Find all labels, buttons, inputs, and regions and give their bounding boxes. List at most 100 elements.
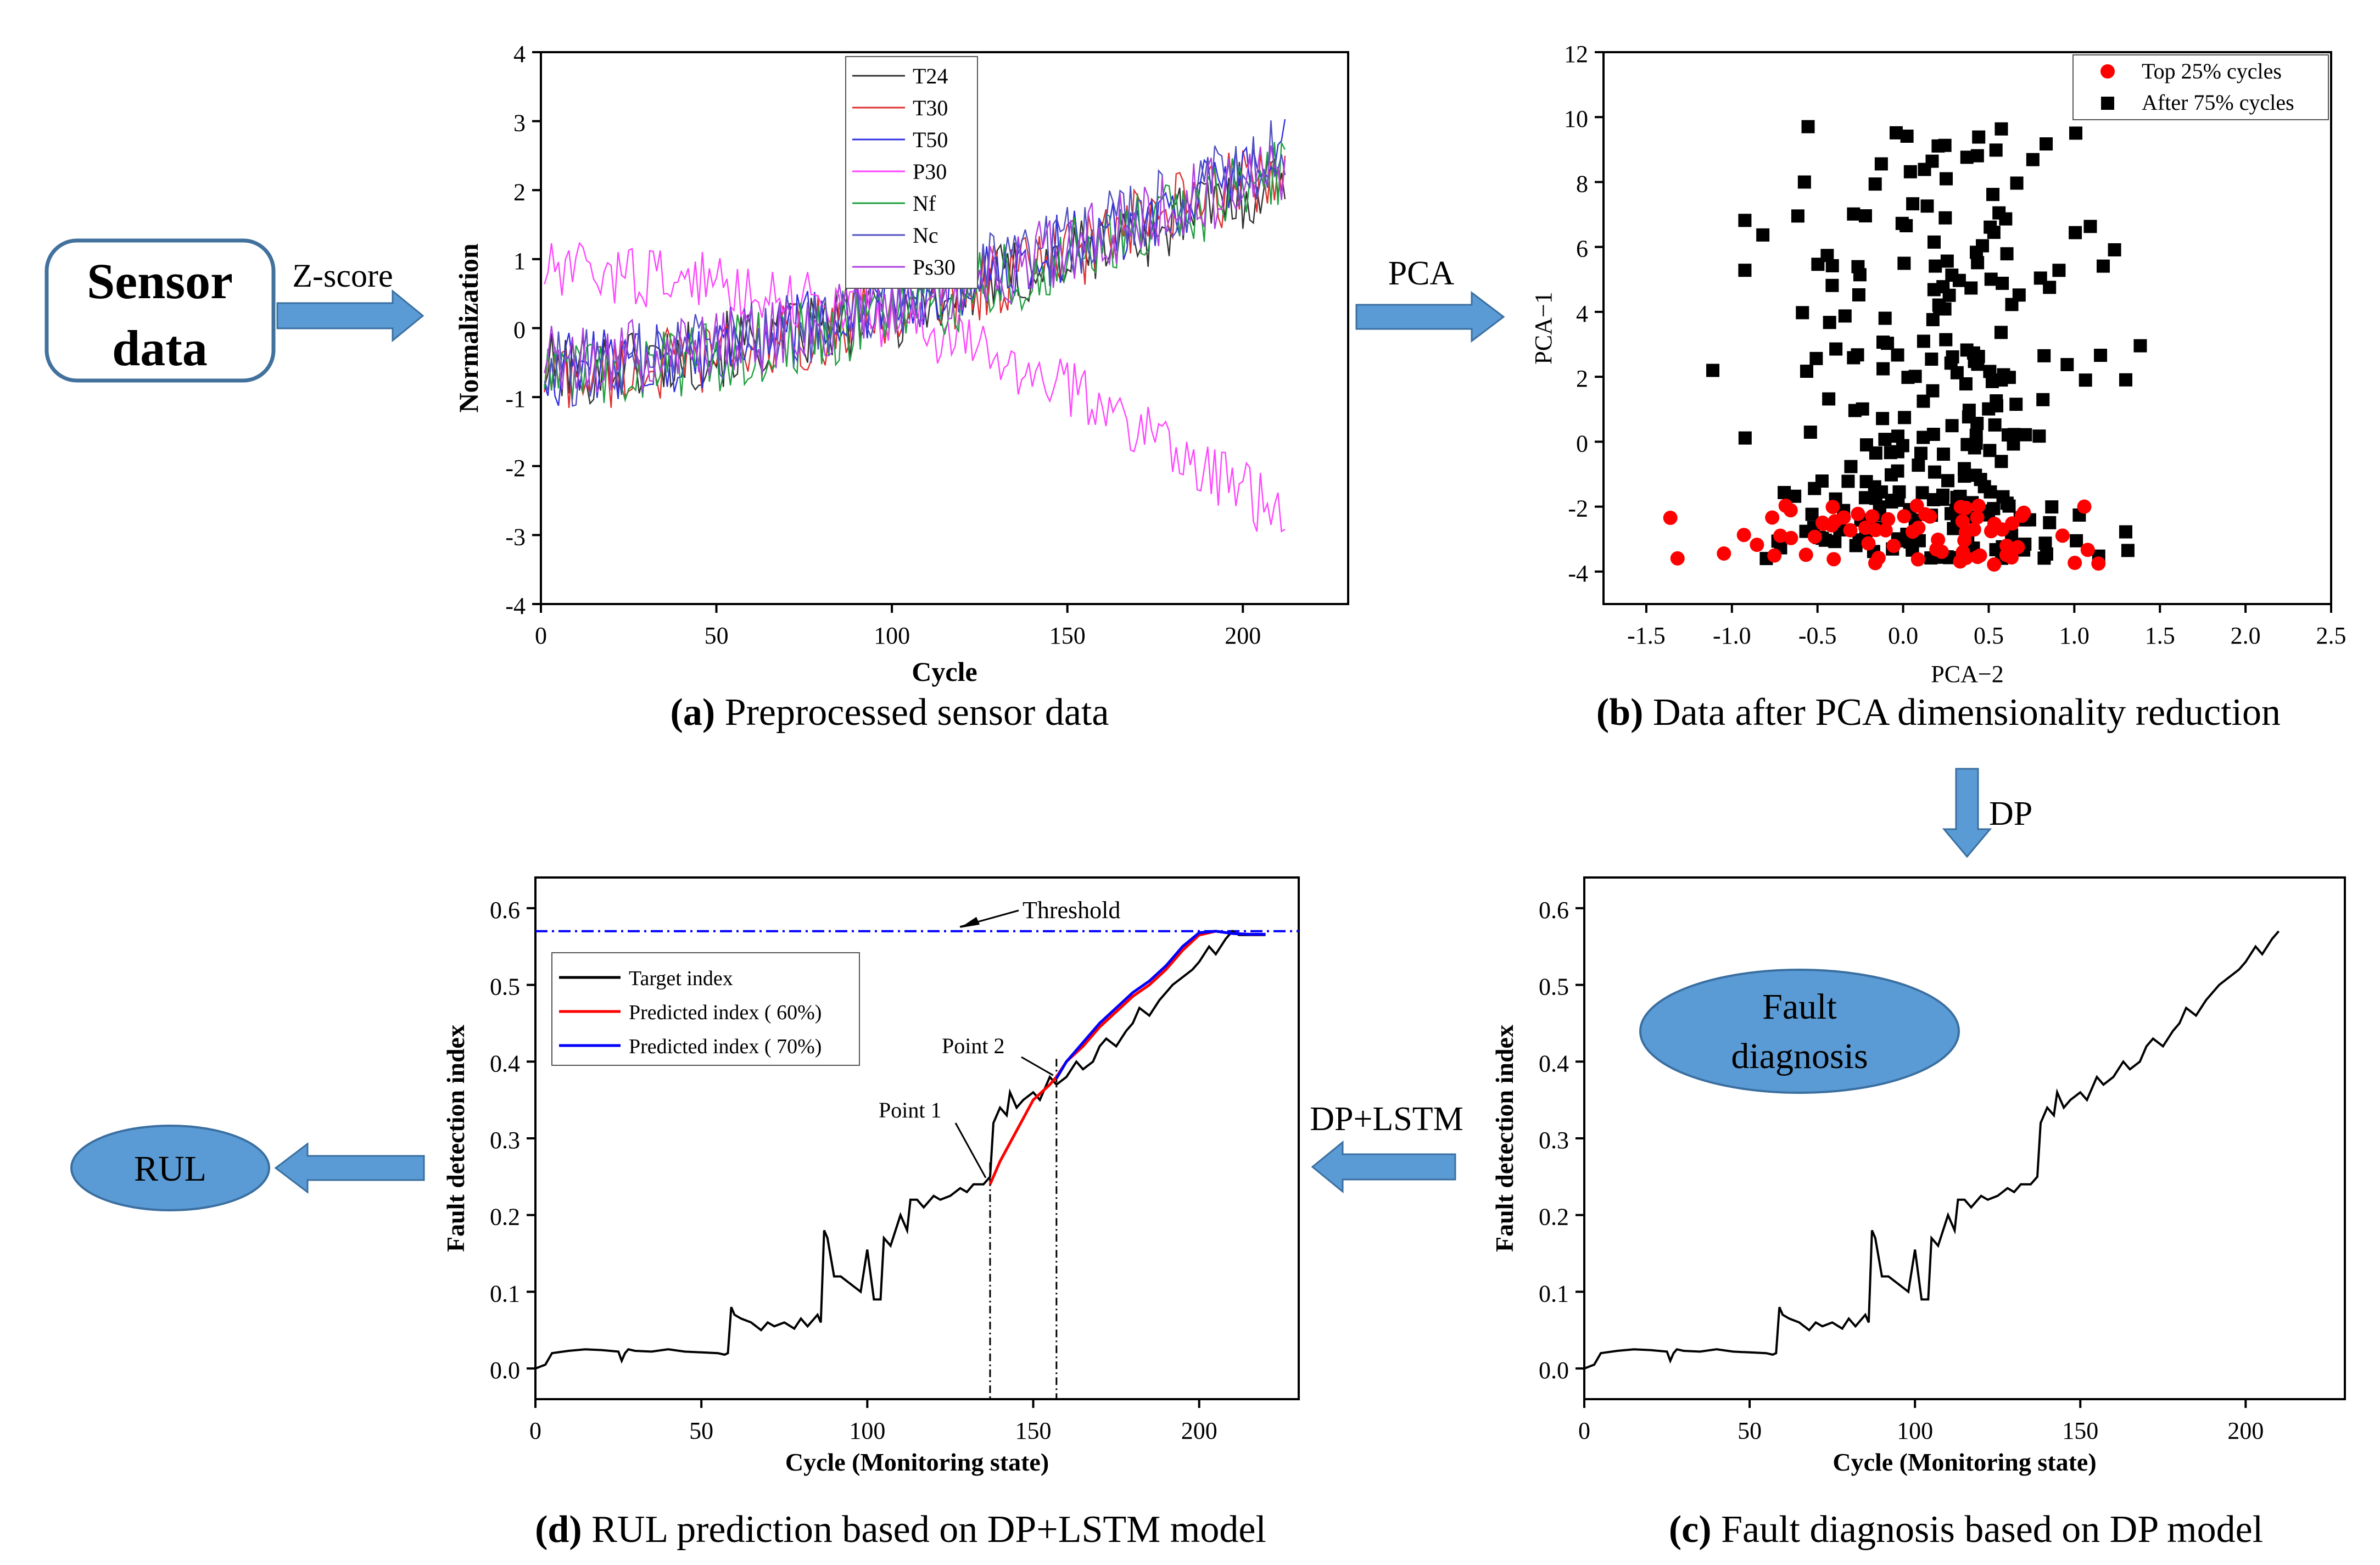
- x-tick-label: 2.0: [2231, 622, 2261, 649]
- target-index-line: [535, 930, 1266, 1370]
- legend-label-t30: T30: [913, 96, 948, 120]
- point-top-25: [1897, 509, 1912, 524]
- point-top-25: [1881, 512, 1896, 527]
- y-tick-label: 0.4: [1539, 1050, 1569, 1077]
- point-top-25: [1878, 523, 1893, 538]
- point-after-75: [1917, 431, 1930, 444]
- point-after-75: [1925, 353, 1938, 366]
- point-after-75: [1966, 346, 1980, 360]
- point-top-25: [2004, 550, 2019, 565]
- point-after-75: [2012, 288, 2026, 302]
- point-top-25: [2016, 505, 2031, 520]
- point-after-75: [1878, 433, 1892, 446]
- x-tick-label: 1.5: [2145, 622, 2175, 649]
- x-tick-label: 0: [535, 622, 547, 649]
- point-top-25: [1957, 533, 1972, 548]
- caption-b: (b) Data after PCA dimensionality reduct…: [1596, 691, 2281, 734]
- point-top-25: [1670, 551, 1685, 566]
- legend-label-target-index-line: Target index: [629, 967, 733, 990]
- point-after-75: [1926, 493, 1940, 506]
- point-after-75: [2094, 349, 2108, 362]
- y-axis-label: Fault detection index: [1490, 1025, 1518, 1252]
- point-after-75: [2010, 176, 2024, 190]
- point-after-75: [1987, 226, 2001, 239]
- point-after-75: [1915, 486, 1929, 500]
- rul-label: RUL: [134, 1149, 206, 1189]
- series-layer: [544, 119, 1286, 533]
- point-after-75: [2069, 126, 2083, 140]
- point-after-75: [1945, 419, 1959, 433]
- legend-marker-top-25: [2100, 64, 2115, 79]
- point-top-25: [1750, 538, 1764, 552]
- point-after-75: [1938, 211, 1952, 225]
- dp-arrow: [1942, 768, 1992, 858]
- y-tick-label: 2: [1576, 365, 1588, 392]
- point-after-75: [1994, 455, 2008, 468]
- x-tick-label: 100: [1897, 1417, 1933, 1444]
- point-after-75: [1983, 444, 1997, 457]
- point-after-75: [2000, 247, 2014, 261]
- y-axis-label: Normalization: [453, 243, 484, 412]
- point-after-75: [1917, 334, 1930, 348]
- point-top-25: [1663, 511, 1678, 526]
- fault-index-line: [1584, 930, 2280, 1370]
- point-top-25: [1970, 550, 1985, 564]
- point-after-75: [1838, 309, 1852, 323]
- y-axis-label: Fault detection index: [442, 1025, 470, 1252]
- point-after-75: [2040, 137, 2053, 151]
- x-tick-label: 200: [2227, 1417, 2264, 1444]
- point-after-75: [1809, 351, 1823, 365]
- point-after-75: [1972, 130, 1986, 144]
- point-after-75: [1900, 130, 1914, 143]
- point-top-25: [1918, 507, 1932, 522]
- y-tick-label: 8: [1576, 170, 1588, 197]
- point-after-75: [2037, 551, 2051, 565]
- point-after-75: [1898, 411, 1912, 424]
- y-tick-label: 0.6: [490, 897, 520, 924]
- point-top-25: [1911, 521, 1926, 535]
- point-top-25: [1784, 530, 1798, 545]
- point-top-25: [1736, 528, 1751, 543]
- y-tick-label: -2: [1568, 495, 1588, 522]
- dplstm-label: DP+LSTM: [1310, 1100, 1463, 1138]
- legend: Top 25% cycles After 75% cycles: [2072, 54, 2329, 120]
- point-after-75: [2060, 357, 2074, 371]
- legend-label-p30: P30: [913, 159, 947, 184]
- legend-label-predicted-70-line: Predicted index ( 70%): [629, 1035, 822, 1058]
- point-after-75: [1938, 138, 1952, 152]
- point-top-25: [1773, 528, 1788, 543]
- point-after-75: [1876, 412, 1890, 426]
- caption-c-text: Fault diagnosis based on DP model: [1712, 1508, 2264, 1551]
- legend: Target index Predicted index ( 60%) Predic…: [551, 952, 860, 1066]
- x-tick-label: 0: [529, 1417, 541, 1444]
- caption-c: (c) Fault diagnosis based on DP model: [1669, 1508, 2263, 1551]
- point-after-75: [1848, 404, 1862, 417]
- point-top-25: [2077, 499, 2092, 514]
- point-top-25: [1778, 498, 1793, 513]
- point-after-75: [1927, 235, 1941, 249]
- point-after-75: [1945, 269, 1959, 282]
- point-after-75: [1906, 197, 1920, 211]
- point-after-75: [1796, 306, 1809, 320]
- point-after-75: [1822, 392, 1836, 406]
- y-tick-label: 12: [1564, 41, 1588, 68]
- y-tick-label: 0: [1576, 430, 1588, 457]
- point-after-75: [2038, 536, 2052, 550]
- point-top-25: [1717, 546, 1731, 561]
- x-tick-label: 0.5: [1974, 622, 2004, 649]
- point-after-75: [1976, 239, 1990, 253]
- point-after-75: [1823, 316, 1836, 329]
- point-after-75: [2037, 349, 2051, 362]
- point-after-75: [1984, 272, 1998, 286]
- threshold-label: Threshold: [1023, 897, 1120, 924]
- y-tick-label: -3: [505, 523, 526, 550]
- point-after-75: [1791, 209, 1804, 223]
- point-top-25: [1966, 522, 1981, 537]
- legend-label-predicted-60-line: Predicted index ( 60%): [629, 1001, 822, 1024]
- point-after-75: [1925, 154, 1939, 168]
- x-tick-label: 0.0: [1888, 622, 1918, 649]
- point-after-75: [1851, 348, 1864, 362]
- series-layer: [535, 930, 1299, 1399]
- chart-d-rul-prediction: 0 50 100 150 200 0.0 0.1 0.2 0.3 0.4 0.5 0.6 Cycle (…: [442, 876, 1300, 1476]
- legend: T24 T30 T50 P30 Nf Nc Ps30: [845, 56, 978, 289]
